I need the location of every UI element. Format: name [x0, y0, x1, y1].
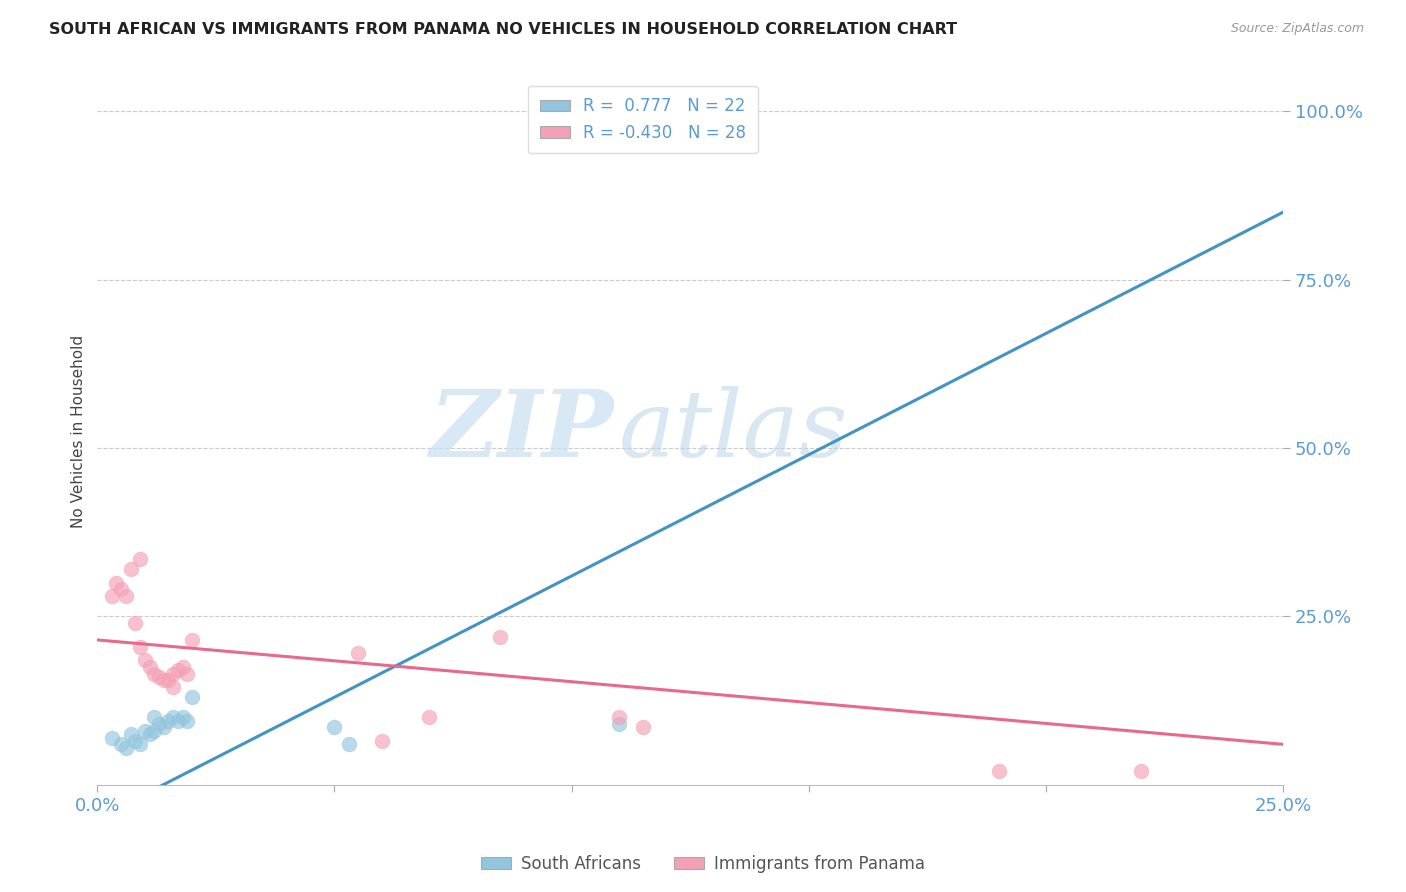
Point [114, 740, 136, 755]
Point [337, 737, 360, 751]
Text: SOUTH AFRICAN VS IMMIGRANTS FROM PANAMA NO VEHICLES IN HOUSEHOLD CORRELATION CHA: SOUTH AFRICAN VS IMMIGRANTS FROM PANAMA … [49, 22, 957, 37]
Point [987, 764, 1010, 779]
Point [607, 717, 630, 731]
Point [162, 710, 184, 724]
Point [138, 727, 160, 741]
Point [157, 714, 180, 728]
Point [152, 673, 174, 688]
Legend: R =  0.777   N = 22, R = -0.430   N = 28: R = 0.777 N = 22, R = -0.430 N = 28 [527, 86, 758, 153]
Point [418, 710, 440, 724]
Point [143, 666, 166, 681]
Point [148, 717, 170, 731]
Point [114, 589, 136, 603]
Text: atlas: atlas [619, 386, 849, 476]
Point [138, 660, 160, 674]
Point [176, 666, 198, 681]
Text: Source: ZipAtlas.com: Source: ZipAtlas.com [1230, 22, 1364, 36]
Legend: South Africans, Immigrants from Panama: South Africans, Immigrants from Panama [474, 848, 932, 880]
Point [129, 640, 152, 654]
Point [148, 670, 170, 684]
Point [105, 575, 128, 590]
Point [143, 723, 166, 738]
Point [129, 737, 152, 751]
Point [124, 734, 146, 748]
Point [167, 663, 190, 677]
Point [100, 589, 122, 603]
Point [176, 714, 198, 728]
Point [129, 552, 152, 566]
Point [100, 731, 122, 745]
Point [1129, 764, 1152, 779]
Point [157, 673, 180, 688]
Point [152, 721, 174, 735]
Point [110, 737, 132, 751]
Point [162, 680, 184, 694]
Point [134, 723, 156, 738]
Point [167, 714, 190, 728]
Point [110, 582, 132, 597]
Point [371, 734, 394, 748]
Point [347, 647, 370, 661]
Point [120, 562, 142, 576]
Point [181, 632, 204, 647]
Point [162, 666, 184, 681]
Text: ZIP: ZIP [429, 386, 613, 476]
Point [631, 721, 654, 735]
Point [120, 727, 142, 741]
Point [607, 710, 630, 724]
Point [323, 721, 346, 735]
Point [489, 630, 512, 644]
Point [181, 690, 204, 705]
Point [143, 710, 166, 724]
Point [124, 616, 146, 631]
Point [134, 653, 156, 667]
Point [172, 660, 194, 674]
Point [172, 710, 194, 724]
Y-axis label: No Vehicles in Household: No Vehicles in Household [72, 334, 86, 528]
